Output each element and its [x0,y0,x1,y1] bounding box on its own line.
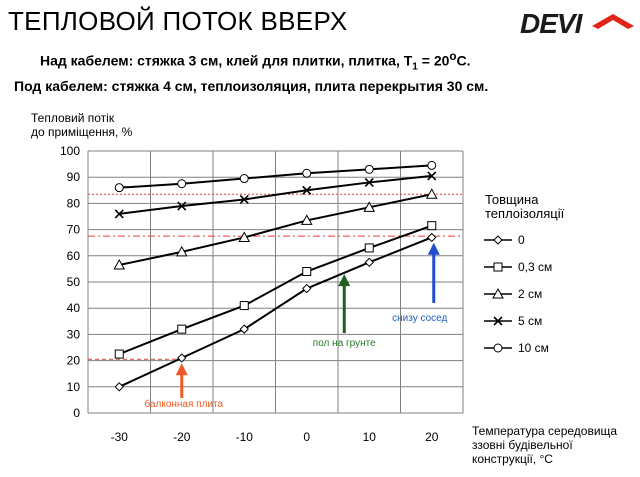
construction-above-cable: Над кабелем: стяжка 3 см, клей для плитк… [40,50,471,72]
data-point-s3-3 [302,185,312,195]
y-tick-label-3: 30 [67,327,81,341]
x-tick-label-4: 10 [363,430,377,444]
data-point-s4-4 [364,164,374,174]
annotation-floor-on-ground: пол на грунте [312,338,376,349]
construction-below-cable: Под кабелем: стяжка 4 см, теплоизоляция,… [14,78,489,94]
legend-marker-circle-icon [484,343,512,353]
x-tick-label-1: -20 [173,430,191,444]
data-point-s4-5 [427,160,437,170]
data-point-s0-5 [427,232,437,243]
x-tick-label-2: -10 [236,430,254,444]
data-point-s4-2 [239,174,249,184]
data-point-s1-2 [239,301,249,311]
line1-sup: о [449,50,457,63]
legend-marker-1 [493,262,503,272]
data-point-s3-0 [114,209,124,219]
y-tick-label-6: 60 [67,249,81,263]
data-point-s2-0 [113,258,126,270]
series-line-2 [119,193,432,266]
data-point-s4-3 [302,168,312,178]
y-tick-label-9: 90 [67,170,81,184]
x-tick-label-5: 20 [425,430,439,444]
y-axis-label-line2: до приміщення, % [31,125,133,139]
data-point-s2-1 [175,245,188,257]
data-point-s0-0 [114,382,124,392]
annotation-arrow-head-2 [427,242,440,255]
legend-label-10cm: 10 см [518,341,549,355]
data-point-s2-4 [363,201,376,212]
y-tick-label-0: 0 [73,406,80,420]
legend-marker-square-icon [484,262,512,272]
data-point-s1-1 [177,324,187,334]
data-point-s4-1 [177,179,187,189]
data-point-s3-5 [427,171,437,181]
data-point-s0-4 [364,257,374,268]
line1-sub: 1 [412,61,418,73]
y-axis-label: Тепловий потік до приміщення, % [31,111,132,139]
legend-label-0-3cm: 0,3 см [518,260,553,274]
data-point-s1-5 [427,221,437,231]
devi-logo: DEVI [520,8,635,40]
data-point-s0-2 [239,324,249,334]
line1-pre: Над кабелем: стяжка 3 см, клей для плитк… [40,52,413,69]
y-tick-label-5: 50 [67,275,81,289]
y-tick-label-8: 80 [67,196,81,210]
slide-title: ТЕПЛОВОЙ ПОТОК ВВЕРХ [8,6,348,36]
x-axis-label-line2: ззовні будівельної [472,438,573,452]
annotation-balcony-slab: балконная плита [144,399,224,410]
annotation-arrow-head-1 [338,274,351,287]
legend-title-line2: теплоізоляції [485,206,565,221]
legend-title: Товщина теплоізоляції [485,193,564,221]
data-point-s2-2 [238,231,251,242]
legend-marker-diamond-icon [484,235,512,245]
annotation-neighbour-below: снизу сосед [392,313,448,324]
legend-label-5cm: 5 см [518,314,543,328]
line1-post: = 20 [417,52,450,69]
data-point-s4-0 [114,183,124,193]
data-point-s3-4 [364,177,374,188]
legend-marker-4 [493,343,503,353]
data-point-s1-0 [114,349,124,359]
y-tick-label-10: 100 [60,144,80,158]
line1-end: С. [456,52,471,69]
data-point-s0-3 [302,283,312,294]
data-point-s0-1 [177,353,187,363]
logo-chevron-icon [592,14,634,29]
y-tick-label-2: 20 [67,354,81,368]
y-axis-label-line1: Тепловий потік [31,111,115,125]
y-tick-label-1: 10 [67,380,81,394]
y-tick-label-7: 70 [67,223,81,237]
series-line-3 [119,174,432,215]
x-tick-label-3: 0 [303,430,310,444]
legend-marker-x-icon [484,316,512,326]
series-line-1 [118,224,433,355]
legend-title-line1: Товщина [485,192,539,207]
series-line-4 [119,164,432,189]
annotation-arrow-head-0 [175,363,188,376]
data-point-s1-3 [302,267,312,277]
data-point-s3-1 [177,201,187,211]
x-axis-label-line1: Температура середовища [472,424,618,438]
data-point-s2-5 [425,188,438,199]
x-axis-label: Температура середовища ззовні будівельно… [472,424,617,466]
series-line-0 [118,236,433,388]
legend-marker-2 [492,287,504,299]
x-axis-label-line3: конструкції, °С [472,452,553,466]
x-tick-label-0: -30 [111,430,129,444]
logo-text: DEVI [520,8,582,39]
legend-marker-3 [493,316,503,326]
data-point-s3-2 [239,194,249,205]
data-point-s1-4 [364,243,374,253]
data-point-s2-3 [300,214,313,225]
y-tick-label-4: 40 [67,301,81,315]
legend-marker-0 [493,235,503,245]
legend-label-0: 0 [518,233,525,247]
legend-label-2cm: 2 см [518,287,543,301]
legend-marker-triangle-icon [484,287,512,299]
